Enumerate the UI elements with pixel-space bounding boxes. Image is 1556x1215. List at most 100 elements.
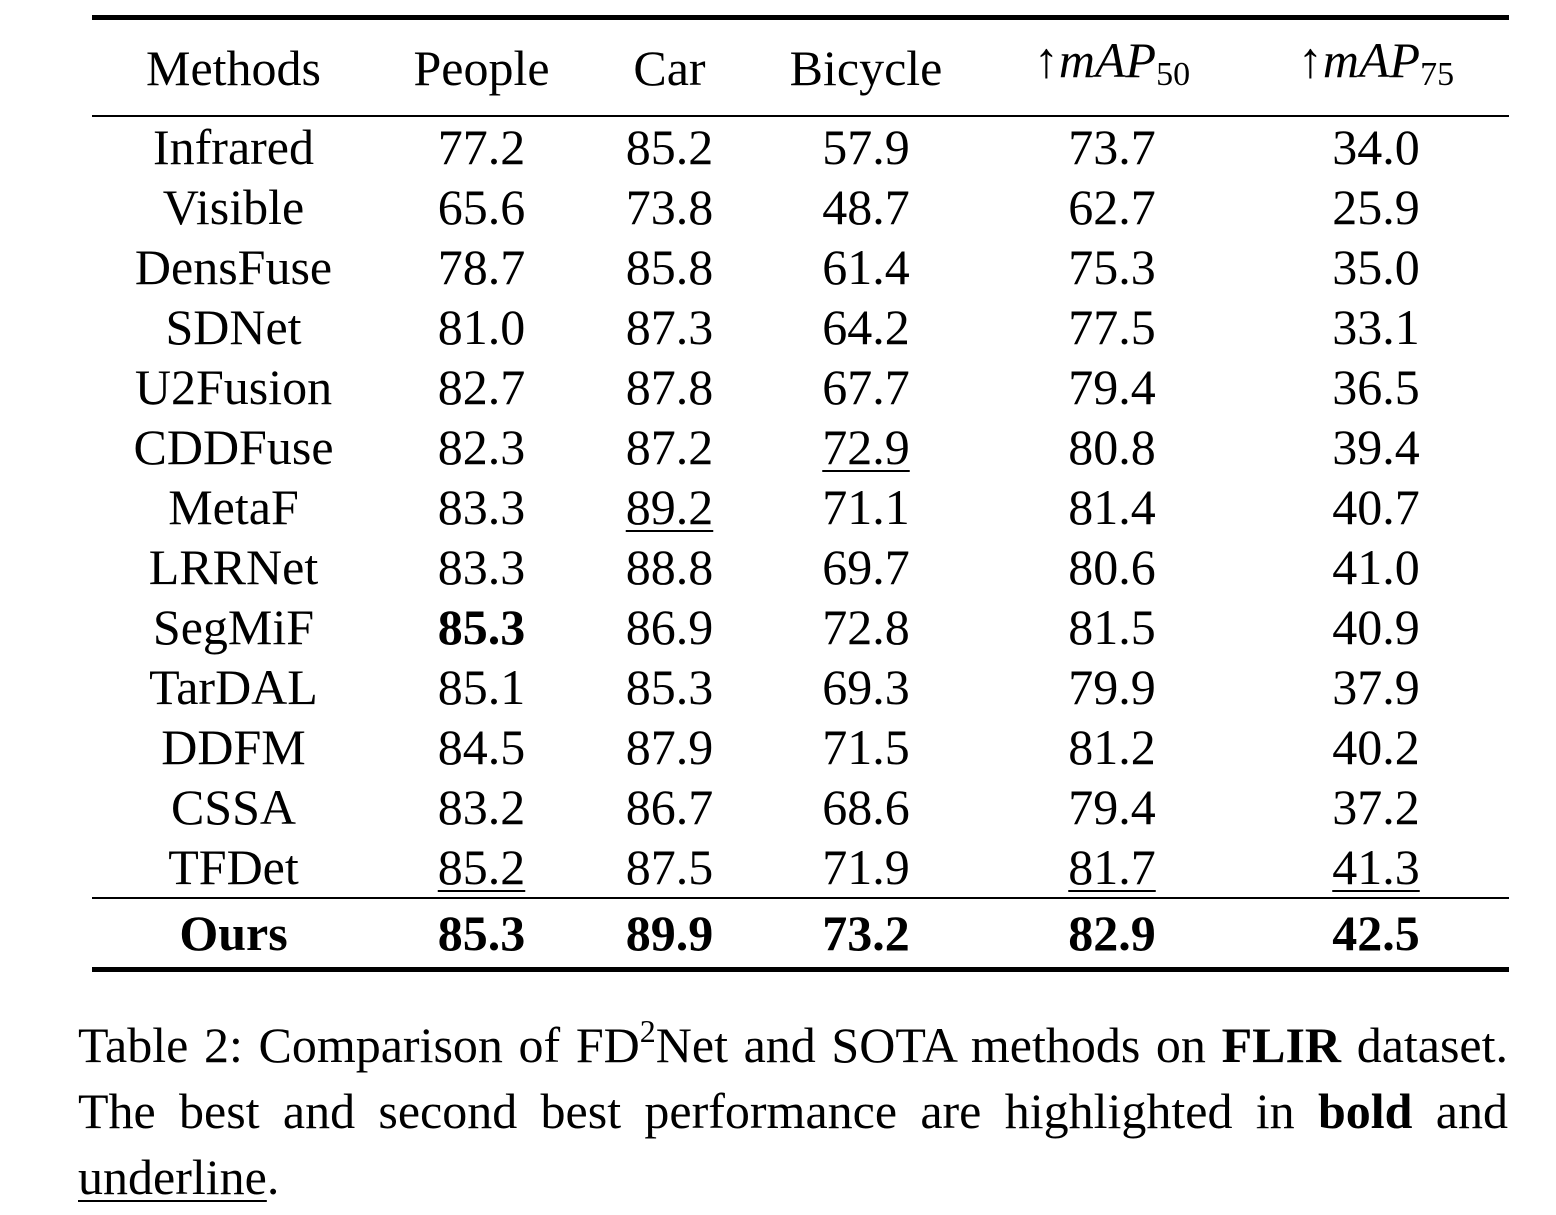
cell-bicycle: 71.1 (822, 479, 910, 535)
table-caption: Table 2: Comparison of FD2Net and SOTA m… (78, 1012, 1508, 1210)
cell-people: 83.3 (437, 479, 526, 535)
cell-method: CSSA (170, 779, 297, 835)
cell-car: 87.8 (625, 359, 714, 415)
header-map50-label: mAP (1058, 32, 1157, 88)
cell-method: LRRNet (148, 539, 319, 595)
cell-car-ours: 89.9 (588, 897, 751, 970)
cell-car: 73.8 (625, 179, 714, 235)
cell-bicycle: 57.9 (822, 119, 910, 175)
ours-row: Ours 85.3 89.9 73.2 82.9 42.5 (92, 897, 1509, 970)
cell-method: DDFM (161, 719, 306, 775)
cell-map50: 73.7 (1068, 119, 1156, 175)
cell-map50: 75.3 (1068, 239, 1156, 295)
table-row: TFDet 85.2 87.5 71.9 81.7 41.3 (92, 837, 1509, 898)
up-arrow-icon: ↑ (1297, 32, 1323, 88)
cell-map75: 39.4 (1332, 419, 1420, 475)
cell-bicycle: 69.7 (822, 539, 910, 595)
cell-car: 86.9 (625, 599, 714, 655)
header-row: Methods People Car Bicycle ↑mAP50 ↑mAP75 (92, 17, 1509, 117)
header-methods: Methods (146, 39, 321, 96)
cell-map50: 79.4 (1068, 779, 1156, 835)
caption-dataset: FLIR (1221, 1017, 1342, 1073)
cell-people: 81.0 (437, 299, 526, 355)
cell-bicycle-second-best: 72.9 (822, 419, 910, 475)
cell-map50: 80.6 (1068, 539, 1156, 595)
cell-method: MetaF (168, 479, 299, 535)
table-row: TarDAL 85.1 85.3 69.3 79.9 37.9 (92, 657, 1509, 717)
cell-map75: 41.0 (1332, 539, 1420, 595)
cell-car: 86.7 (625, 779, 714, 835)
cell-car: 85.8 (625, 239, 714, 295)
cell-map75: 40.2 (1332, 719, 1420, 775)
header-map75-sub: 75 (1420, 56, 1455, 93)
cell-map50: 81.2 (1068, 719, 1156, 775)
caption-end: . (266, 1149, 280, 1205)
cell-map75-ours: 42.5 (1243, 897, 1509, 970)
cell-method: TarDAL (149, 659, 318, 715)
cell-map50: 79.4 (1068, 359, 1156, 415)
cell-method-ours: Ours (92, 897, 375, 970)
cell-map50: 81.5 (1068, 599, 1156, 655)
caption-superscript: 2 (639, 1013, 656, 1049)
cell-car: 87.2 (625, 419, 714, 475)
cell-people: 85.1 (437, 659, 526, 715)
cell-map50-ours: 82.9 (981, 897, 1243, 970)
table-row: SDNet 81.0 87.3 64.2 77.5 33.1 (92, 297, 1509, 357)
cell-method: TFDet (168, 839, 299, 895)
results-table: Methods People Car Bicycle ↑mAP50 ↑mAP75… (92, 15, 1509, 972)
results-table-container: Methods People Car Bicycle ↑mAP50 ↑mAP75… (92, 15, 1509, 972)
caption-bold-word: bold (1317, 1083, 1413, 1139)
table-row: DensFuse 78.7 85.8 61.4 75.3 35.0 (92, 237, 1509, 297)
cell-people-second-best: 85.2 (437, 839, 526, 895)
header-people: People (413, 39, 550, 96)
table-row: SegMiF 85.3 86.9 72.8 81.5 40.9 (92, 597, 1509, 657)
caption-prefix: Table 2: Comparison of FD (78, 1017, 640, 1073)
cell-map75-second-best: 41.3 (1332, 839, 1420, 895)
cell-map50: 77.5 (1068, 299, 1156, 355)
caption-underline-word: underline (78, 1149, 267, 1205)
up-arrow-icon: ↑ (1033, 32, 1059, 88)
cell-map50: 62.7 (1068, 179, 1156, 235)
cell-map75: 25.9 (1332, 179, 1420, 235)
caption-part3: dataset. The best and second best perfor… (78, 1017, 1509, 1139)
cell-car-second-best: 89.2 (625, 479, 714, 535)
cell-method: DensFuse (134, 239, 333, 295)
header-map75-label: mAP (1322, 32, 1421, 88)
cell-bicycle: 48.7 (822, 179, 910, 235)
cell-people: 83.2 (437, 779, 526, 835)
cell-car: 87.3 (625, 299, 714, 355)
cell-people: 82.7 (437, 359, 526, 415)
cell-people: 82.3 (437, 419, 526, 475)
table-row: U2Fusion 82.7 87.8 67.7 79.4 36.5 (92, 357, 1509, 417)
cell-people: 77.2 (437, 119, 526, 175)
header-map75: ↑mAP75 (1243, 18, 1509, 117)
cell-map50: 81.4 (1068, 479, 1156, 535)
table-row: CSSA 83.2 86.7 68.6 79.4 37.2 (92, 777, 1509, 837)
cell-people: 65.6 (437, 179, 526, 235)
cell-map75: 33.1 (1332, 299, 1420, 355)
header-car: Car (633, 39, 706, 96)
cell-map75: 40.9 (1332, 599, 1420, 655)
cell-map75: 40.7 (1332, 479, 1420, 535)
cell-car: 87.5 (625, 839, 714, 895)
cell-map75: 37.9 (1332, 659, 1420, 715)
cell-method: Infrared (153, 119, 314, 175)
cell-people: 78.7 (437, 239, 526, 295)
cell-bicycle: 72.8 (822, 599, 910, 655)
cell-map75: 37.2 (1332, 779, 1420, 835)
cell-bicycle: 68.6 (822, 779, 910, 835)
table-row: LRRNet 83.3 88.8 69.7 80.6 41.0 (92, 537, 1509, 597)
cell-map75: 35.0 (1332, 239, 1420, 295)
cell-method: Visible (162, 179, 305, 235)
cell-map50: 80.8 (1068, 419, 1156, 475)
cell-people-ours: 85.3 (375, 897, 588, 970)
cell-car: 85.3 (625, 659, 714, 715)
table-row: Visible 65.6 73.8 48.7 62.7 25.9 (92, 177, 1509, 237)
cell-car: 85.2 (625, 119, 714, 175)
cell-bicycle: 61.4 (822, 239, 910, 295)
table-row: CDDFuse 82.3 87.2 72.9 80.8 39.4 (92, 417, 1509, 477)
cell-method: SegMiF (152, 599, 315, 655)
cell-bicycle: 71.5 (822, 719, 910, 775)
cell-map75: 36.5 (1332, 359, 1420, 415)
cell-people-best: 85.3 (437, 599, 526, 655)
